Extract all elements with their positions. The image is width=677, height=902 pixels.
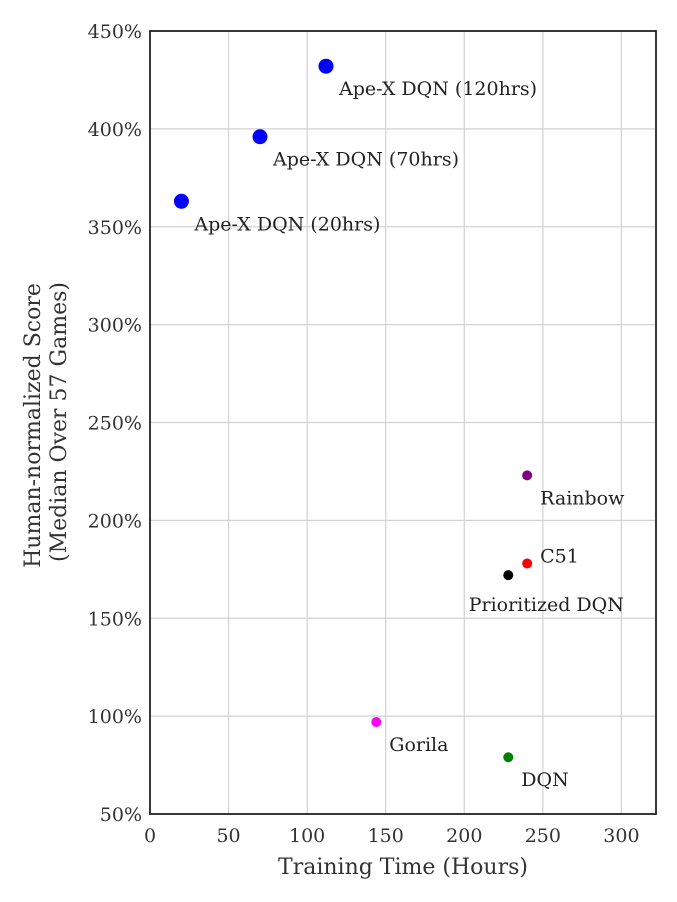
data-point	[503, 570, 514, 581]
point-label: Ape-X DQN (20hrs)	[193, 213, 380, 235]
data-point	[252, 129, 268, 145]
data-point	[318, 58, 334, 74]
data-points	[173, 58, 533, 763]
x-tick-label: 100	[289, 825, 325, 847]
x-tick-label: 200	[446, 825, 482, 847]
y-tick-label: 50%	[100, 804, 142, 826]
y-axis-title-line-1: Human-normalized Score	[21, 283, 46, 568]
x-tick-label: 0	[144, 825, 156, 847]
plot-frame	[149, 30, 657, 815]
y-axis-title: Human-normalized Score (Median Over 57 G…	[21, 276, 72, 568]
point-label: DQN	[521, 769, 568, 791]
grid	[149, 30, 656, 815]
point-labels: Ape-X DQN (120hrs) Ape-X DQN (70hrs) Ape-X…	[193, 78, 625, 791]
data-point	[503, 752, 514, 763]
x-tick-label: 300	[603, 825, 639, 847]
y-tick-label: 400%	[88, 119, 142, 141]
data-point	[173, 193, 189, 209]
data-point	[371, 716, 382, 727]
y-tick-label: 150%	[88, 608, 142, 630]
point-label: C51	[540, 545, 579, 567]
y-tick-label: 350%	[88, 217, 142, 239]
x-axis-ticks: 0 50 100 150 200 250 300	[144, 825, 640, 847]
x-axis-title: Training Time (Hours)	[278, 855, 528, 880]
x-tick-label: 150	[368, 825, 404, 847]
point-label: Ape-X DQN (120hrs)	[338, 78, 537, 100]
point-label: Ape-X DQN (70hrs)	[272, 149, 459, 171]
y-tick-label: 200%	[88, 510, 142, 532]
x-tick-label: 50	[216, 825, 240, 847]
y-tick-label: 250%	[88, 413, 142, 435]
point-label: Prioritized DQN	[469, 594, 624, 616]
y-tick-label: 100%	[88, 706, 142, 728]
x-tick-label: 250	[525, 825, 561, 847]
y-axis-title-line-2: (Median Over 57 Games)	[47, 282, 72, 562]
point-label: Gorila	[389, 734, 448, 756]
y-axis-ticks: 50% 100% 150% 200% 250% 300% 350% 400% 450%	[88, 21, 142, 826]
point-label: Rainbow	[540, 487, 625, 509]
data-point	[522, 558, 533, 569]
y-tick-label: 450%	[88, 21, 142, 43]
y-tick-label: 300%	[88, 315, 142, 337]
data-point	[522, 470, 533, 481]
